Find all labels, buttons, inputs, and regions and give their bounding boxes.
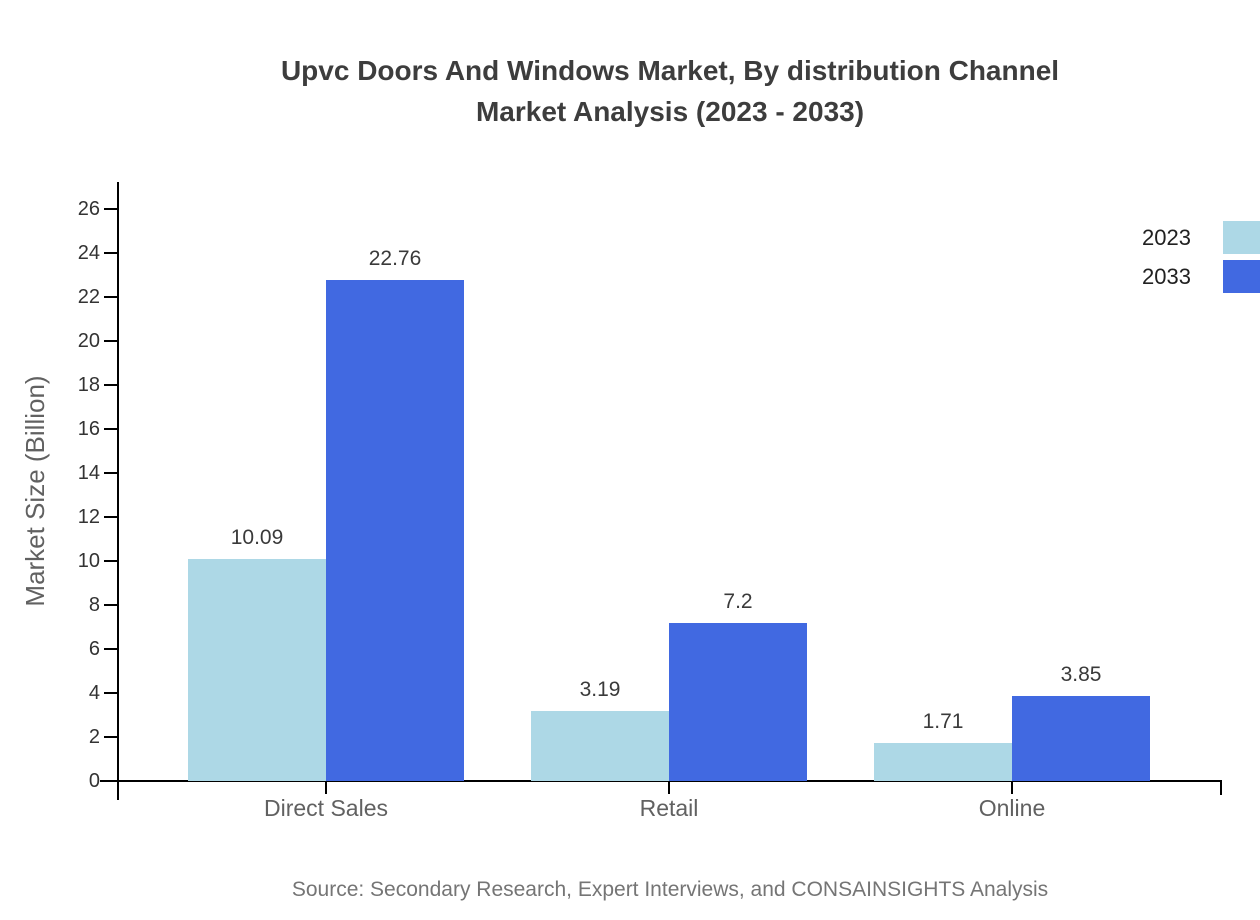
- bar-2023-retail: [531, 711, 669, 781]
- y-tick-label: 2: [88, 726, 100, 748]
- y-tick-label: 4: [88, 682, 100, 704]
- y-tick: [104, 692, 118, 694]
- y-tick: [104, 428, 118, 430]
- y-tick: [104, 472, 118, 474]
- y-axis-line: [117, 182, 119, 800]
- chart-title-line2: Market Analysis (2023 - 2033): [475, 96, 865, 127]
- x-tick: [1011, 781, 1013, 794]
- bar-value-label: 3.19: [579, 678, 621, 701]
- y-tick: [104, 516, 118, 518]
- bar-2033-retail: [669, 623, 807, 781]
- bar-2033-direct-sales: [326, 280, 464, 781]
- x-category-label: Retail: [639, 795, 699, 821]
- y-tick: [104, 252, 118, 254]
- chart-title: Upvc Doors And Windows Market, By distri…: [80, 50, 1260, 132]
- y-tick: [104, 296, 118, 298]
- bar-value-label: 22.76: [368, 247, 422, 270]
- chart-title-line1: Upvc Doors And Windows Market, By distri…: [280, 55, 1060, 86]
- legend-swatch: [1223, 260, 1260, 293]
- bar-value-label: 10.09: [230, 526, 284, 549]
- y-tick-label: 0: [88, 770, 100, 792]
- bar-value-label: 1.71: [922, 710, 964, 733]
- y-tick-label: 10: [77, 550, 100, 572]
- bar-value-label: 7.2: [723, 590, 753, 613]
- legend-swatch: [1223, 221, 1260, 254]
- legend-item-2033: 2033: [1142, 260, 1260, 293]
- bar-value-label: 3.85: [1060, 663, 1102, 686]
- y-tick-label: 16: [77, 418, 100, 440]
- x-tick: [668, 781, 670, 794]
- y-tick: [104, 604, 118, 606]
- y-tick-label: 22: [77, 286, 100, 308]
- x-tick: [325, 781, 327, 794]
- bar-2023-online: [874, 743, 1012, 781]
- y-tick: [104, 560, 118, 562]
- y-tick: [104, 340, 118, 342]
- x-category-label: Direct Sales: [264, 795, 388, 821]
- y-tick: [104, 736, 118, 738]
- y-tick-label: 18: [77, 374, 100, 396]
- y-tick-label: 20: [77, 330, 100, 352]
- y-tick-label: 26: [77, 198, 100, 220]
- y-tick: [104, 384, 118, 386]
- y-tick-label: 8: [88, 594, 100, 616]
- legend-label: 2033: [1142, 263, 1191, 289]
- legend-item-2023: 2023: [1142, 221, 1260, 254]
- source-note: Source: Secondary Research, Expert Inter…: [291, 878, 1049, 901]
- y-tick-label: 14: [77, 462, 100, 484]
- bar-2023-direct-sales: [188, 559, 326, 781]
- bar-2033-online: [1012, 696, 1150, 781]
- y-tick: [104, 648, 118, 650]
- y-tick-label: 24: [77, 242, 100, 264]
- y-tick-label: 6: [88, 638, 100, 660]
- y-tick: [104, 208, 118, 210]
- x-axis-end-tick: [1220, 781, 1222, 795]
- legend-label: 2023: [1142, 224, 1191, 250]
- y-tick-label: 12: [77, 506, 100, 528]
- x-axis-line: [100, 780, 1222, 782]
- legend: 2023 2033: [1142, 221, 1260, 293]
- x-category-label: Online: [978, 795, 1046, 821]
